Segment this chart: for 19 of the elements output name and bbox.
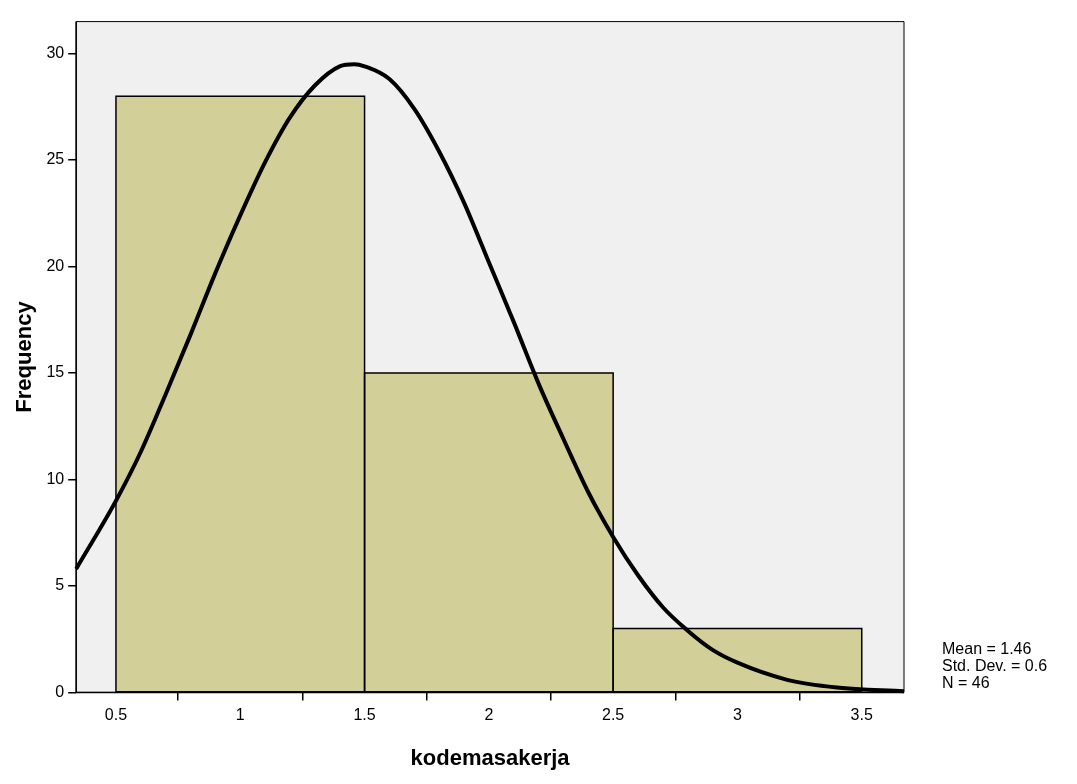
x-tick-label: 0.5: [104, 706, 128, 724]
y-tick-label: 0: [55, 682, 65, 700]
y-tick-label: 15: [46, 363, 65, 381]
y-tick-label: 10: [46, 469, 65, 487]
x-tick-label: 3.5: [850, 706, 873, 724]
text: N = 46: [942, 674, 990, 692]
x-tick-label: 1.5: [353, 706, 376, 724]
x-tick-label: 1: [235, 706, 245, 724]
x-tick-label: 2.5: [602, 706, 625, 724]
x-tick-label: 3: [732, 706, 742, 724]
y-tick-label: 20: [46, 256, 65, 274]
x-tick-label: 2: [484, 706, 494, 724]
x-axis-title: kodemasakerja: [410, 744, 571, 770]
y-axis-title: Frequency: [11, 300, 37, 413]
text: Mean = 1.46: [942, 640, 1032, 658]
text: Std. Dev. = 0.6: [942, 657, 1048, 675]
y-tick-label: 25: [46, 150, 65, 168]
y-tick-label: 5: [55, 576, 65, 594]
y-tick-label: 30: [46, 43, 65, 61]
